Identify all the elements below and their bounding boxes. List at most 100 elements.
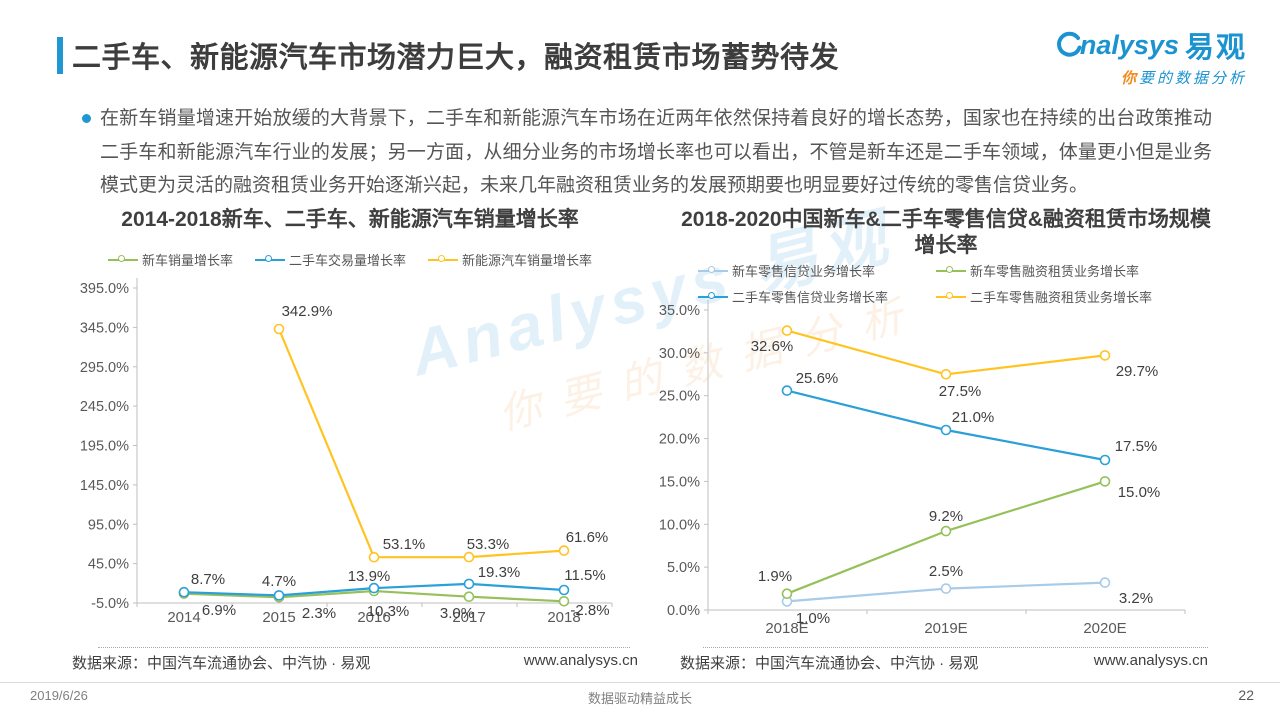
svg-text:2.3%: 2.3% — [302, 605, 336, 622]
footer-date: 2019/6/26 — [30, 688, 88, 703]
legend-marker-icon — [698, 291, 728, 302]
svg-text:61.6%: 61.6% — [566, 529, 609, 546]
svg-text:145.0%: 145.0% — [80, 478, 129, 494]
svg-text:2018E: 2018E — [765, 620, 808, 637]
legend-label: 新车零售融资租赁业务增长率 — [970, 264, 1140, 279]
right-source-row: 数据来源：中国汽车流通协会、中汽协 · 易观 www.analysys.cn — [680, 652, 1208, 673]
svg-text:53.3%: 53.3% — [467, 536, 510, 553]
svg-text:245.0%: 245.0% — [80, 399, 129, 415]
svg-text:15.0%: 15.0% — [659, 474, 700, 490]
svg-text:3.0%: 3.0% — [440, 605, 474, 622]
legend-label: 二手车零售融资租赁业务增长率 — [970, 290, 1153, 305]
svg-text:6.9%: 6.9% — [202, 602, 236, 619]
legend-item: 二手车零售融资租赁业务增长率 — [936, 287, 1220, 306]
svg-text:0.0%: 0.0% — [667, 603, 700, 619]
svg-text:25.0%: 25.0% — [659, 389, 700, 405]
intro-paragraph: 在新车销量增速开始放缓的大背景下，二手车和新能源汽车市场在近两年依然保持着良好的… — [100, 108, 1212, 196]
svg-text:2.5%: 2.5% — [929, 563, 963, 580]
svg-text:27.5%: 27.5% — [939, 383, 982, 400]
svg-text:2020E: 2020E — [1083, 620, 1126, 637]
logo-swoosh-icon — [1055, 31, 1083, 59]
bullet-icon — [82, 114, 91, 123]
legend-label: 新车零售信贷业务增长率 — [732, 264, 876, 279]
legend-item: 新车销量增长率 — [107, 250, 233, 269]
svg-text:2016: 2016 — [357, 609, 390, 626]
svg-text:3.2%: 3.2% — [1119, 590, 1153, 607]
svg-text:1.0%: 1.0% — [796, 610, 830, 627]
svg-text:10.0%: 10.0% — [659, 517, 700, 533]
brand-tagline: 你要的数据分析 — [1055, 67, 1247, 88]
left-chart-legend: 新车销量增长率 二手车交易量增长率 新能源汽车销量增长率 — [60, 250, 640, 269]
legend-item: 二手车交易量增长率 — [254, 250, 406, 269]
left-source-divider — [98, 647, 630, 648]
svg-text:95.0%: 95.0% — [88, 517, 129, 533]
legend-item: 新车零售融资租赁业务增长率 — [936, 261, 1220, 280]
left-chart-title: 2014-2018新车、二手车、新能源汽车销量增长率 — [121, 208, 579, 231]
legend-item: 新能源汽车销量增长率 — [428, 250, 592, 269]
legend-item: 新车零售信贷业务增长率 — [698, 261, 936, 280]
svg-text:2019E: 2019E — [924, 620, 967, 637]
legend-label: 二手车交易量增长率 — [288, 253, 406, 268]
legend-label: 新能源汽车销量增长率 — [462, 253, 593, 268]
svg-text:2018: 2018 — [547, 609, 580, 626]
brand-name: nalysys — [1079, 29, 1179, 60]
brand-tagline-head: 你 — [1120, 70, 1139, 87]
svg-text:17.5%: 17.5% — [1115, 438, 1158, 455]
left-chart-plot: -5.0% 45.0% 95.0% 145.0% 195.0% 245.0% 295.0% 3… — [80, 278, 613, 626]
legend-label: 二手车零售信贷业务增长率 — [732, 290, 889, 305]
svg-text:395.0%: 395.0% — [80, 281, 129, 297]
svg-text:21.0%: 21.0% — [952, 409, 995, 426]
svg-text:53.1%: 53.1% — [383, 536, 426, 553]
svg-text:32.6%: 32.6% — [751, 338, 794, 355]
footer-slogan: 数据驱动精益成长 — [587, 691, 692, 706]
page-title: 二手车、新能源汽车市场潜力巨大，融资租赁市场蓄势待发 — [72, 42, 840, 74]
svg-text:195.0%: 195.0% — [80, 439, 129, 455]
legend-item: 二手车零售信贷业务增长率 — [698, 287, 936, 306]
right-chart-plot: 0.0% 5.0% 10.0% 15.0% 20.0% 25.0% 30.0% 35.0% 20… — [659, 300, 1186, 637]
brand-name-cjk: 易观 — [1184, 32, 1247, 64]
legend-marker-icon — [254, 254, 285, 265]
svg-text:11.5%: 11.5% — [564, 567, 605, 584]
svg-text:-5.0%: -5.0% — [91, 596, 129, 612]
footer-page-number: 22 — [1238, 687, 1254, 703]
brand-logo: nalysys 易观 你要的数据分析 — [1055, 24, 1247, 88]
left-site-label: www.analysys.cn — [523, 652, 638, 669]
svg-text:-2.8%: -2.8% — [570, 602, 609, 619]
svg-text:5.0%: 5.0% — [667, 560, 700, 576]
svg-text:342.9%: 342.9% — [282, 303, 333, 320]
brand-tagline-tail: 要的数据分析 — [1138, 70, 1247, 87]
footer-divider — [0, 682, 1280, 683]
svg-text:25.6%: 25.6% — [796, 370, 839, 387]
right-chart-legend: 新车零售信贷业务增长率 新车零售融资租赁业务增长率二手车零售信贷业务增长率 二手车零… — [672, 261, 1220, 306]
right-source-divider — [703, 647, 1208, 648]
svg-text:45.0%: 45.0% — [88, 557, 129, 573]
svg-text:19.3%: 19.3% — [478, 564, 521, 581]
right-source-label: 数据来源：中国汽车流通协会、中汽协 · 易观 — [680, 655, 979, 672]
svg-text:345.0%: 345.0% — [80, 320, 129, 336]
left-source-row: 数据来源：中国汽车流通协会、中汽协 · 易观 www.analysys.cn — [72, 652, 638, 673]
svg-text:4.7%: 4.7% — [262, 573, 296, 590]
svg-text:30.0%: 30.0% — [659, 346, 700, 362]
svg-text:9.2%: 9.2% — [929, 508, 963, 525]
legend-marker-icon — [698, 265, 728, 276]
legend-marker-icon — [936, 291, 966, 302]
svg-text:1.9%: 1.9% — [758, 568, 792, 585]
svg-text:29.7%: 29.7% — [1116, 363, 1159, 380]
legend-marker-icon — [428, 254, 458, 265]
left-source-label: 数据来源：中国汽车流通协会、中汽协 · 易观 — [72, 655, 371, 672]
svg-text:13.9%: 13.9% — [348, 568, 391, 585]
svg-text:8.7%: 8.7% — [191, 571, 225, 588]
svg-text:20.0%: 20.0% — [659, 432, 700, 448]
legend-marker-icon — [936, 265, 966, 276]
svg-text:35.0%: 35.0% — [659, 303, 700, 319]
svg-text:2014: 2014 — [167, 609, 200, 626]
title-accent-bar — [57, 37, 63, 74]
svg-text:2017: 2017 — [452, 609, 485, 626]
svg-text:295.0%: 295.0% — [80, 360, 129, 376]
legend-marker-icon — [107, 254, 138, 265]
svg-text:10.3%: 10.3% — [367, 603, 410, 620]
legend-label: 新车销量增长率 — [141, 253, 233, 268]
right-site-label: www.analysys.cn — [1093, 652, 1208, 669]
svg-text:15.0%: 15.0% — [1118, 484, 1161, 501]
svg-text:2015: 2015 — [262, 609, 295, 626]
